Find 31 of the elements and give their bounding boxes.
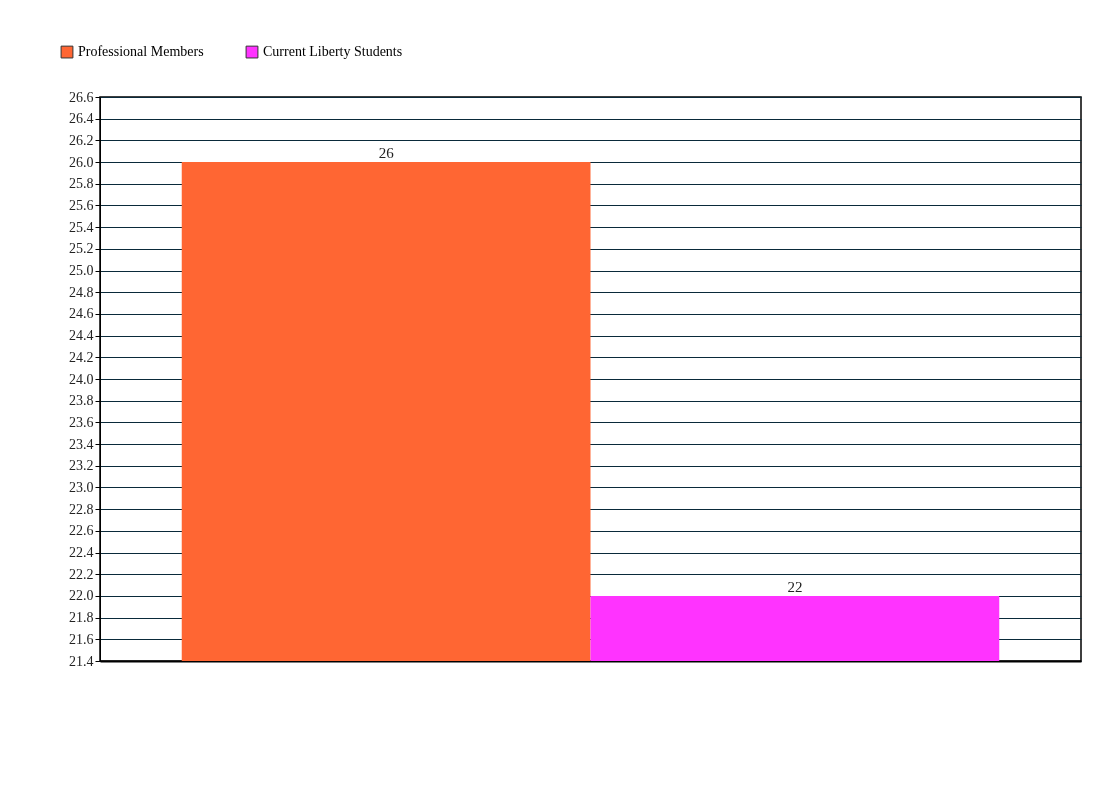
y-tick-label: 23.2: [69, 458, 94, 474]
y-tick-label: 22.6: [69, 523, 94, 539]
y-tick-label: 25.0: [69, 263, 94, 279]
y-tick-label: 22.8: [69, 501, 94, 517]
y-tick-label: 22.0: [69, 588, 94, 604]
y-tick-label: 23.0: [69, 479, 94, 495]
y-tick-label: 24.0: [69, 371, 94, 387]
y-tick-label: 25.6: [69, 197, 94, 213]
y-tick-label: 25.8: [69, 176, 94, 192]
y-tick-label: 24.2: [69, 349, 94, 365]
legend-label: Current Liberty Students: [263, 44, 403, 60]
y-tick-label: 24.6: [69, 306, 94, 322]
y-tick-label: 26.0: [69, 154, 94, 170]
y-tick-label: 24.4: [69, 328, 94, 344]
y-tick-label: 25.4: [69, 219, 94, 235]
y-tick-label: 22.4: [69, 545, 94, 561]
legend-label: Professional Members: [78, 44, 204, 60]
y-tick-label: 26.2: [69, 132, 94, 148]
y-tick-label: 22.2: [69, 566, 94, 582]
y-tick-label: 26.4: [69, 111, 94, 127]
y-tick-label: 23.4: [69, 436, 94, 452]
y-tick-label: 23.6: [69, 414, 94, 430]
y-tick-label: 21.6: [69, 631, 94, 647]
y-tick-label: 23.8: [69, 393, 94, 409]
y-tick-label: 21.8: [69, 610, 94, 626]
y-tick-label: 21.4: [69, 653, 94, 669]
data-label: 22: [787, 578, 803, 595]
y-tick-label: 24.8: [69, 284, 94, 300]
y-tick-label: 25.2: [69, 241, 94, 257]
data-label: 26: [378, 145, 395, 162]
y-tick-label: 26.6: [69, 89, 94, 105]
